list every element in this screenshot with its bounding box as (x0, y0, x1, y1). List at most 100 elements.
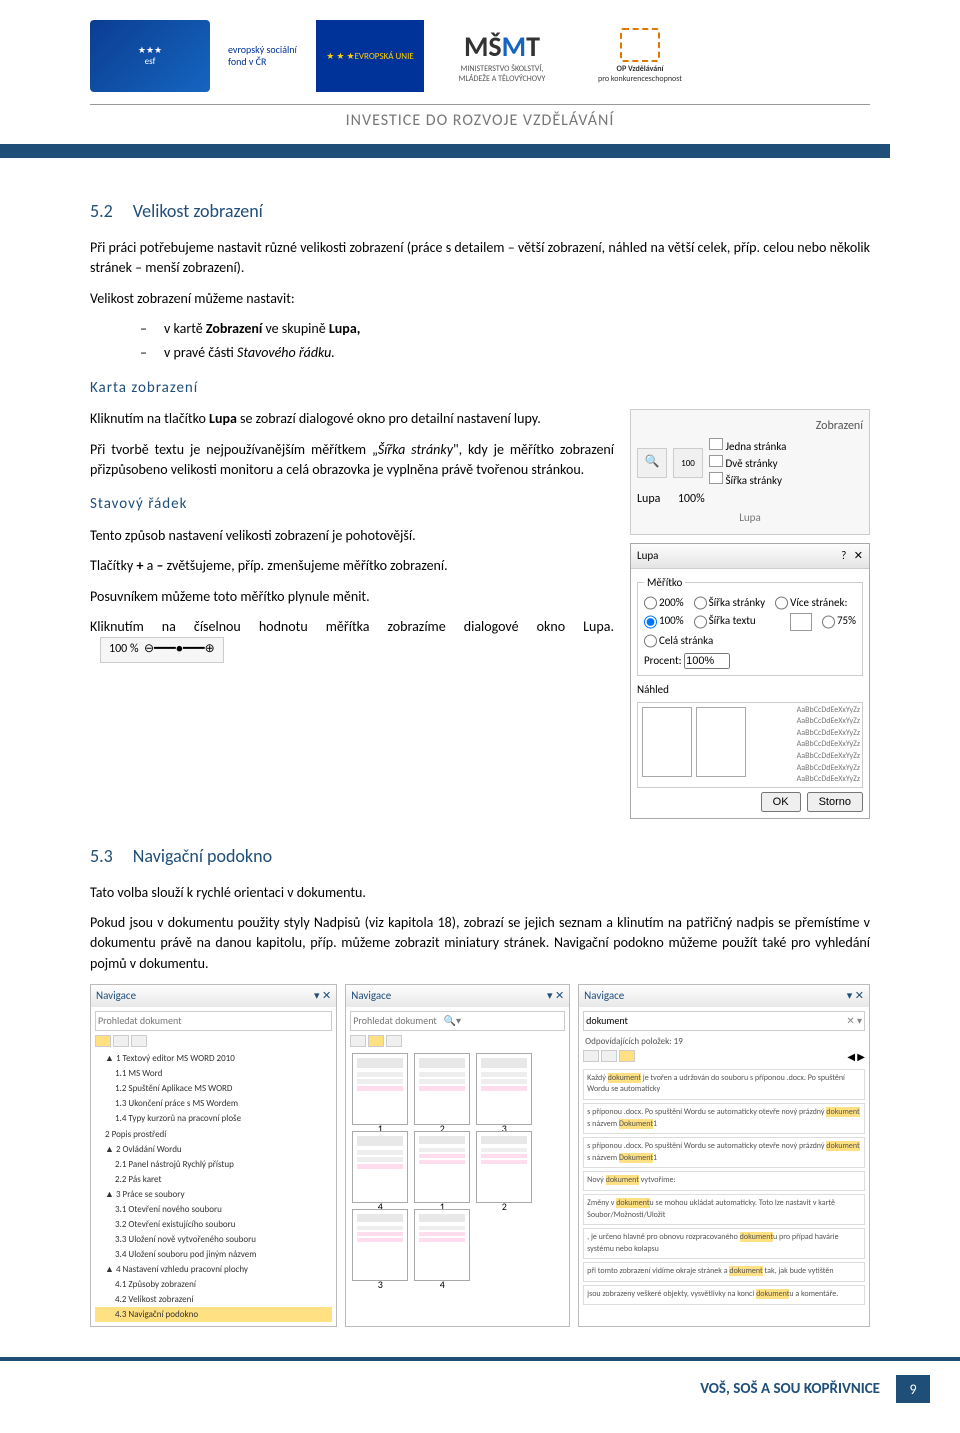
storno-button[interactable]: Storno (807, 792, 863, 812)
zoom-ribbon-group: Zobrazení 🔍 100 Jedna stránka Dvě stránk… (630, 409, 870, 535)
radio-sirka-textu[interactable]: Šířka textu (694, 613, 756, 631)
nav-heading-item[interactable]: 4.2 Velikost zobrazení (95, 1292, 332, 1307)
page-thumbnail[interactable]: 2 (414, 1053, 470, 1125)
investice-tagline: INVESTICE DO ROZVOJE VZDĚLÁVÁNÍ (90, 111, 870, 130)
esf-text: evropský sociální fond v ČR (228, 44, 298, 68)
page-number: 9 (896, 1375, 930, 1403)
search-result-item[interactable]: Nový dokument vytvoříme: (583, 1171, 865, 1191)
heading-5-2: 5.2Velikost zobrazení (90, 198, 870, 224)
nav-heading-item[interactable]: 4.3 Navigační podokno (95, 1307, 332, 1322)
radio-sirka-stranky[interactable]: Šířka stránky (694, 595, 765, 611)
nahled-label: Náhled (637, 682, 863, 698)
heading-5-3: 5.3Navigační podokno (90, 843, 870, 869)
tab-pages[interactable] (113, 1035, 129, 1047)
para: Tato volba slouží k rychlé orientaci v d… (90, 883, 870, 903)
radio-vice-stranek[interactable]: Více stránek: (775, 595, 847, 611)
esf-logo: ★★★esf (90, 20, 210, 92)
page-width-icon[interactable] (709, 472, 723, 484)
list-item: v kartě Zobrazení ve skupině Lupa, (140, 319, 870, 339)
close-icon[interactable]: ▾ ✕ (847, 988, 864, 1004)
radio-75[interactable]: 75% (822, 613, 856, 631)
ok-button[interactable]: OK (761, 792, 801, 812)
search-result-item[interactable]: při tomto zobrazení vidíme okraje stráne… (583, 1262, 865, 1282)
tab-results[interactable] (619, 1050, 635, 1062)
nav-heading-item[interactable]: ▲ 4 Nastavení vzhledu pracovní plochy (95, 1262, 332, 1277)
search-result-item[interactable]: s příponou .docx. Po spuštění Wordu se a… (583, 1137, 865, 1168)
heading-karta-zobrazeni: Karta zobrazení (90, 378, 870, 400)
status-bar-zoom-figure: 100 % ⊖━━━●━━━⊕ (100, 637, 224, 662)
nav-heading-item[interactable]: 3.3 Uložení nově vytvořeného souboru (95, 1232, 332, 1247)
meritko-fieldset: Měřítko 200% Šířka stránky Více stránek:… (637, 575, 863, 676)
radio-100[interactable]: 100% (644, 613, 684, 631)
tab-headings[interactable] (350, 1035, 366, 1047)
procent-input[interactable] (684, 653, 730, 669)
radio-200[interactable]: 200% (644, 595, 684, 611)
bullet-list: v kartě Zobrazení ve skupině Lupa, v pra… (140, 319, 870, 364)
navigation-panes-figure: Navigace▾ ✕ Prohledat dokument ▲ 1 Texto… (90, 984, 870, 1327)
header-blue-bar (0, 144, 960, 158)
multi-page-icon[interactable] (790, 613, 812, 631)
para: Při práci potřebujeme nastavit různé vel… (90, 238, 870, 279)
dialog-titlebar: Lupa ? ✕ (631, 544, 869, 569)
dialog-close-icon[interactable]: ? ✕ (841, 548, 863, 564)
opvk-logo: OP Vzdělávání pro konkurenceschopnost (580, 20, 700, 92)
divider (90, 104, 870, 105)
close-icon[interactable]: ▾ ✕ (314, 988, 331, 1004)
page-thumbnail[interactable]: 2 (476, 1131, 532, 1203)
100pct-icon[interactable]: 100 (673, 448, 703, 478)
match-count: Odpovídajících položek: 19 (585, 1035, 863, 1048)
tab-headings[interactable] (583, 1050, 599, 1062)
lupa-icon[interactable]: 🔍 (637, 448, 667, 478)
search-input[interactable]: dokument✕ ▾ (583, 1011, 865, 1032)
page-thumbnail[interactable]: 1 (414, 1131, 470, 1203)
header-logos: ★★★esf evropský sociální fond v ČR ★ ★ ★… (90, 20, 870, 92)
msmt-logo: MŠMT MINISTERSTVO ŠKOLSTVÍ, MLÁDEŽE A TĚ… (442, 20, 562, 92)
two-page-icon[interactable] (709, 455, 723, 467)
nav-heading-item[interactable]: 3.4 Uložení souboru pod jiným názvem (95, 1247, 332, 1262)
search-result-item[interactable]: Změny v dokumentu se mohou ukládat autom… (583, 1194, 865, 1225)
nav-heading-item[interactable]: ▲ 2 Ovládání Wordu (95, 1142, 332, 1157)
list-item: v pravé části Stavového řádku. (140, 343, 870, 363)
nav-heading-item[interactable]: 2.2 Pás karet (95, 1172, 332, 1187)
radio-cela-stranka[interactable]: Celá stránka (644, 633, 713, 649)
nav-heading-item[interactable]: ▲ 1 Textový editor MS WORD 2010 (95, 1051, 332, 1066)
lupa-dialog: Lupa ? ✕ Měřítko 200% Šířka stránky Více… (630, 543, 870, 819)
nav-heading-item[interactable]: 2.1 Panel nástrojů Rychlý přístup (95, 1157, 332, 1172)
tab-pages[interactable] (601, 1050, 617, 1062)
nahled-preview: AaBbCcDdEeXxYyZz AaBbCcDdEeXxYyZz AaBbCc… (637, 702, 863, 788)
zoom-ribbon-figure: Zobrazení 🔍 100 Jedna stránka Dvě stránk… (630, 409, 870, 818)
page-thumbnail[interactable]: 4 (352, 1131, 408, 1203)
one-page-icon[interactable] (709, 438, 723, 450)
nav-heading-item[interactable]: 1.3 Ukončení práce s MS Wordem (95, 1096, 332, 1111)
search-result-item[interactable]: , je určeno hlavně pro obnovu rozpracova… (583, 1228, 865, 1259)
nav-pane-thumbnails: Navigace▾ ✕ Prohledat dokument 🔍▾ 123412… (345, 984, 570, 1327)
search-input[interactable]: Prohledat dokument 🔍▾ (350, 1011, 565, 1032)
nav-heading-item[interactable]: 4.1 Způsoby zobrazení (95, 1277, 332, 1292)
nav-heading-item[interactable]: 3.1 Otevření nového souboru (95, 1202, 332, 1217)
search-input[interactable]: Prohledat dokument (95, 1011, 332, 1032)
page-thumbnail[interactable]: 1 (352, 1053, 408, 1125)
search-result-item[interactable]: s příponou .docx. Po spuštění Wordu se a… (583, 1103, 865, 1134)
search-result-item[interactable]: jsou zobrazeny veškeré objekty, vysvětli… (583, 1285, 865, 1305)
eu-flag-logo: ★ ★ ★EVROPSKÁ UNIE (316, 20, 424, 92)
page-thumbnail[interactable]: 3 (352, 1209, 408, 1281)
page-thumbnail[interactable]: 4 (414, 1209, 470, 1281)
para: Velikost zobrazení můžeme nastavit: (90, 289, 870, 309)
nav-pane-results: Navigace▾ ✕ dokument✕ ▾ Odpovídajících p… (578, 984, 870, 1327)
tab-headings[interactable] (95, 1035, 111, 1047)
tab-results[interactable] (386, 1035, 402, 1047)
page-thumbnail[interactable]: 3 (476, 1053, 532, 1125)
footer-bar (0, 1357, 960, 1361)
nav-heading-item[interactable]: 1.4 Typy kurzorů na pracovní ploše (95, 1111, 332, 1126)
nav-heading-item[interactable]: ▲ 3 Práce se soubory (95, 1187, 332, 1202)
search-result-item[interactable]: Každý dokument je tvořen a udržován do s… (583, 1069, 865, 1100)
nav-heading-item[interactable]: 3.2 Otevření existujícího souboru (95, 1217, 332, 1232)
nav-heading-item[interactable]: 2 Popis prostředí (95, 1127, 332, 1142)
close-icon[interactable]: ▾ ✕ (547, 988, 564, 1004)
tab-results[interactable] (131, 1035, 147, 1047)
tab-pages[interactable] (368, 1035, 384, 1047)
nav-heading-item[interactable]: 1.1 MS Word (95, 1066, 332, 1081)
nav-heading-item[interactable]: 1.2 Spuštění Aplikace MS WORD (95, 1081, 332, 1096)
para: Pokud jsou v dokumentu použity styly Nad… (90, 913, 870, 974)
nav-pane-headings: Navigace▾ ✕ Prohledat dokument ▲ 1 Texto… (90, 984, 337, 1327)
